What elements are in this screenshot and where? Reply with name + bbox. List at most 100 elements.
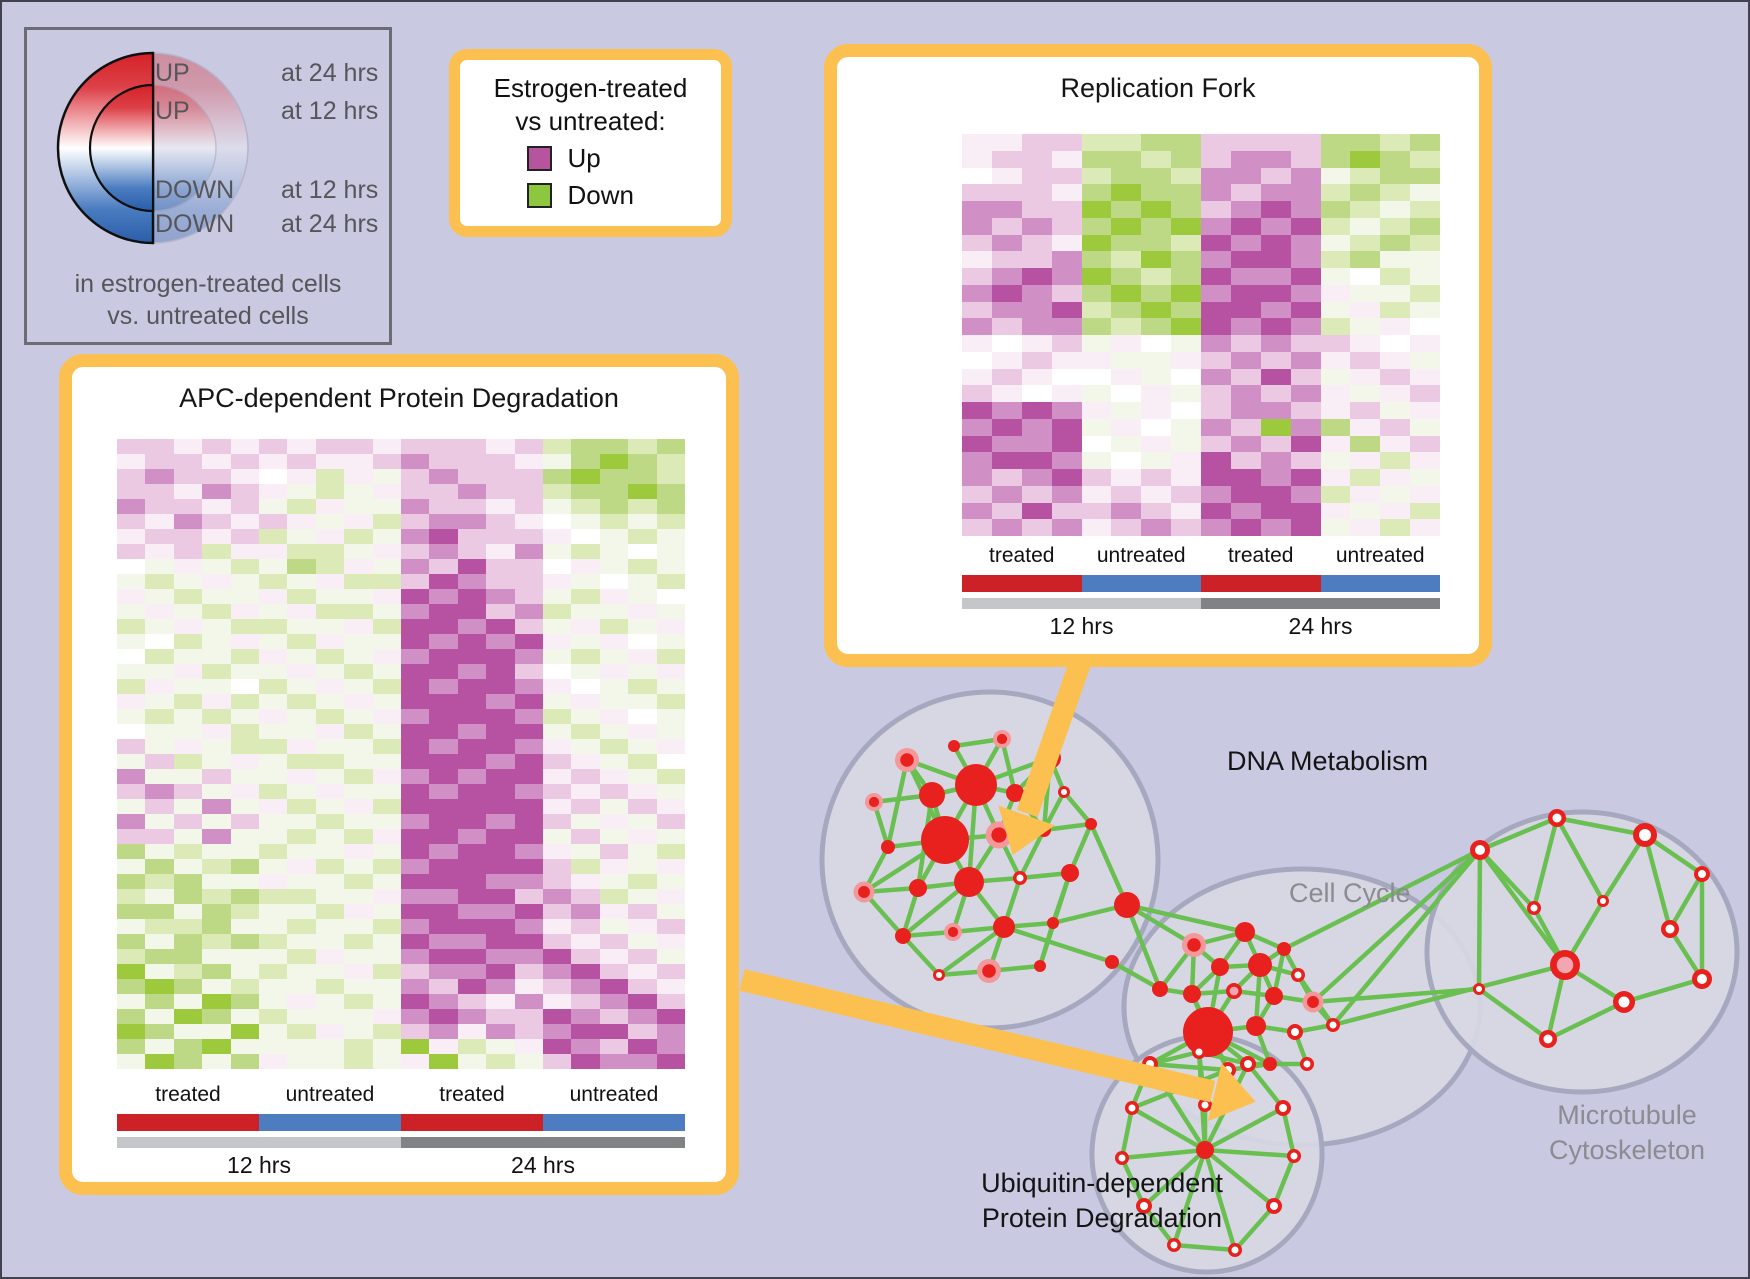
heatmap-cell	[173, 874, 203, 889]
heatmap-cell	[117, 484, 146, 499]
heatmap-cell	[117, 994, 146, 1009]
heatmap-cell	[344, 1024, 373, 1039]
heatmap-cell	[202, 484, 231, 499]
heatmap-cell	[514, 469, 543, 484]
heatmap-cell	[344, 559, 373, 574]
heatmap-cell	[1111, 519, 1142, 536]
heatmap-cell	[1350, 201, 1381, 218]
heatmap-cell	[230, 709, 259, 724]
heatmap-cell	[230, 874, 259, 889]
heatmap-cell	[230, 469, 259, 484]
heatmap-cell	[486, 574, 515, 589]
network-edge	[1600, 832, 1648, 904]
heatmap-cell	[258, 694, 288, 709]
heatmap-cell	[514, 634, 543, 649]
heatmap-cell	[542, 934, 572, 949]
heatmap-cell	[258, 754, 288, 769]
network-edge	[885, 757, 910, 850]
heatmap-cell	[457, 484, 487, 499]
heatmap-cell	[315, 784, 345, 799]
heatmap-cell	[117, 544, 146, 559]
network-node	[1152, 981, 1168, 997]
heatmap-cell	[1410, 519, 1440, 536]
heatmap-cell	[1410, 251, 1440, 268]
heatmap-cell	[1260, 402, 1291, 419]
treatment-bar-segment	[543, 1114, 685, 1131]
heatmap-cell	[1051, 150, 1082, 168]
heatmap-cell	[1380, 385, 1411, 402]
heatmap-cell	[1290, 402, 1321, 419]
heatmap-cell	[1410, 469, 1440, 486]
heatmap-cell	[1260, 251, 1291, 268]
group-label: treated	[439, 1083, 505, 1106]
heatmap-cell	[372, 754, 401, 769]
heatmap-cell	[400, 619, 430, 634]
heatmap-cell	[628, 439, 657, 454]
heatmap-cell	[1290, 234, 1321, 252]
replication-fork-panel: Replication Fork treated untreated treated…	[824, 44, 1492, 667]
network-edge	[1477, 815, 1560, 853]
heatmap-cell	[1201, 368, 1231, 386]
heatmap-cell	[486, 814, 515, 829]
heatmap-cell	[287, 754, 316, 769]
heatmap-cell	[1320, 435, 1351, 453]
heatmap-cell	[372, 589, 401, 604]
heatmap-cell	[315, 529, 345, 544]
heatmap-cell	[1290, 418, 1321, 436]
heatmap-cell	[1230, 201, 1261, 218]
heatmap-cell	[145, 889, 174, 904]
heatmap-cell	[1081, 318, 1112, 335]
heatmap-cell	[656, 934, 685, 949]
heatmap-cell	[230, 829, 259, 844]
heatmap-cell	[372, 829, 401, 844]
heatmap-cell	[1320, 268, 1351, 285]
heatmap-cell	[571, 649, 600, 664]
heatmap-cell	[514, 874, 543, 889]
heatmap-cell	[1141, 469, 1172, 486]
heatmap-cell	[1111, 184, 1142, 201]
heatmap-cell	[571, 889, 600, 904]
heatmap-cell	[344, 574, 373, 589]
heatmap-cell	[344, 484, 373, 499]
heatmap-cell	[287, 664, 316, 679]
heatmap-cell	[514, 814, 543, 829]
heatmap-cell	[287, 589, 316, 604]
heatmap-cell	[514, 769, 543, 784]
heatmap-cell	[628, 604, 657, 619]
heatmap-cell	[542, 574, 572, 589]
heatmap-cell	[1260, 519, 1291, 536]
heatmap-cell	[287, 769, 316, 784]
heatmap-cell	[1081, 402, 1112, 419]
heatmap-cell	[258, 559, 288, 574]
heatmap-cell	[457, 739, 487, 754]
heatmap-cell	[542, 589, 572, 604]
heatmap-cell	[571, 739, 600, 754]
heatmap-cell	[344, 454, 373, 469]
heatmap-cell	[656, 664, 685, 679]
heatmap-cell	[1260, 217, 1291, 235]
heatmap-cell	[429, 724, 458, 739]
heatmap-cell	[1051, 385, 1082, 402]
heatmap-cell	[656, 904, 685, 919]
heatmap-cell	[372, 1054, 401, 1069]
heatmap-cell	[287, 964, 316, 979]
heatmap-cell	[145, 799, 174, 814]
heatmap-cell	[287, 784, 316, 799]
heatmap-cell	[145, 934, 174, 949]
heatmap-cell	[173, 634, 203, 649]
heatmap-cell	[486, 1054, 515, 1069]
heatmap-cell	[173, 664, 203, 679]
heatmap-cell	[514, 799, 543, 814]
heatmap-cell	[542, 829, 572, 844]
heatmap-cell	[372, 874, 401, 889]
heatmap-cell	[1260, 150, 1291, 168]
heatmap-cell	[372, 784, 401, 799]
heatmap-cell	[1380, 435, 1411, 453]
panel-title: Replication Fork	[1060, 73, 1256, 103]
heatmap-cell	[315, 559, 345, 574]
heatmap-cell	[429, 1054, 458, 1069]
time-bar-segment	[1201, 598, 1440, 609]
heatmap-cell	[542, 904, 572, 919]
heatmap-cell	[202, 934, 231, 949]
time-label: 24 hrs	[1288, 613, 1353, 639]
